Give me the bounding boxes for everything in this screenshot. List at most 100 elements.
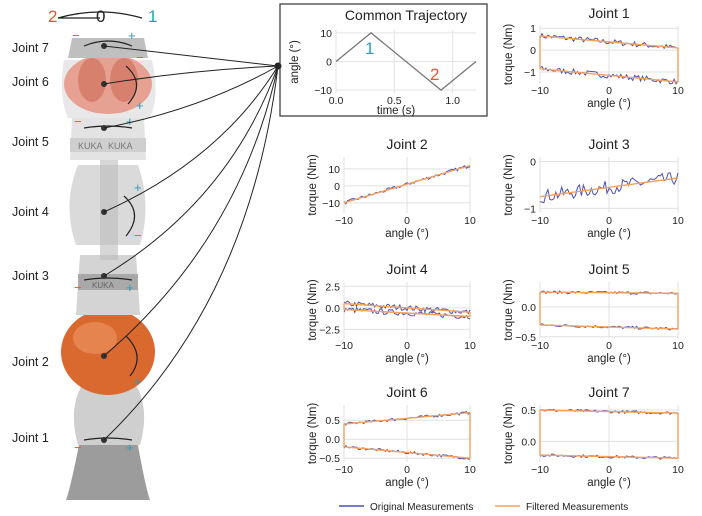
joint-6-filtered-series-1	[343, 446, 471, 459]
joint-4-filtered-series-0	[343, 302, 471, 313]
joint-5-rotation-arrow	[83, 125, 133, 129]
joint-7-ytick-label: 0.5	[521, 405, 536, 417]
joint-6-label: Joint 6	[12, 75, 49, 89]
joint-2-ytick-label: 10	[328, 164, 340, 176]
joint-5-xtick-label: 0	[606, 340, 612, 352]
trajectory-ytick-label: 10	[320, 28, 332, 40]
robot-joint-6-highlight	[78, 58, 106, 102]
joint-5-xtick-label: 10	[672, 340, 684, 352]
trajectory-plot: 0.0 0.5 1.0 10 0 −10	[314, 28, 477, 107]
joint-3-xtick-label: −10	[531, 215, 549, 227]
joint-6-title: Joint 6	[386, 384, 427, 400]
joint-6-ytick-label: 0.5	[325, 415, 340, 427]
joint-1-xtick-label: 0	[606, 85, 612, 97]
joint-4-filtered-series-1	[343, 308, 471, 318]
joint-6-panel: Joint 6 −10 0 10 0.5 0.0 −0.5 angle (°) torque (…	[307, 384, 476, 489]
legend: Original Measurements Filtered Measureme…	[339, 502, 628, 513]
joint-7-ytick-label: 0.0	[521, 436, 536, 448]
trajectory-connectors	[103, 45, 279, 441]
joint-7-panel: Joint 7 −10 0 10 0.5 0.0 angle (°) torque (Nm)	[503, 384, 684, 489]
joint-4-ytick-label: 2.5	[325, 281, 340, 293]
joint-3-xtick-label: 10	[672, 215, 684, 227]
joint-2-filtered-series-0	[343, 164, 471, 204]
trajectory-marker-1: 1	[365, 39, 374, 58]
joint-5-title: Joint 5	[588, 261, 629, 277]
joint-2-xtick-label: −10	[335, 215, 353, 227]
joint-6-xtick-label: 10	[464, 464, 476, 476]
joint-5-minus-sign: −	[74, 114, 82, 129]
connector-joint-1	[103, 65, 279, 441]
robot-brand-text-2: KUKA	[108, 141, 133, 151]
joint-6-xlabel: angle (°)	[385, 477, 429, 489]
joint-5-ylabel: torque (Nm)	[503, 279, 515, 341]
joint-6-xtick-label: 0	[404, 464, 410, 476]
joint-2-xtick-label: 0	[404, 215, 410, 227]
joint-4-xlabel: angle (°)	[385, 353, 429, 365]
joint-5-filtered-series-1	[539, 324, 679, 330]
joint-4-ytick-label: 0.0	[325, 303, 340, 315]
joint-3-label: Joint 3	[12, 269, 49, 283]
joint-4-xtick-label: 0	[404, 340, 410, 352]
trajectory-xtick-label: 0.0	[329, 95, 344, 107]
joint-4-rotation-arrow	[123, 195, 136, 237]
connector-joint-7	[103, 45, 279, 67]
joint-5-plus-sign: +	[126, 114, 134, 129]
joint-3-xlabel: angle (°)	[587, 228, 631, 240]
joint-4-ytick-label: −2.5	[319, 324, 340, 336]
joint-6-rotation-arrow	[125, 65, 138, 105]
joint-1-filtered-series-1	[539, 68, 679, 83]
robot-brand-band	[70, 138, 146, 152]
joint-7-xtick-label: −10	[531, 464, 549, 476]
joint-5-xlabel: angle (°)	[587, 353, 631, 365]
robot-brand-text-1: KUKA	[78, 141, 103, 151]
robot-joint-6-highlight-2	[110, 58, 138, 102]
robot-arm-illustration: KUKA KUKA KUKA − + −	[12, 7, 157, 500]
joint-7-label: Joint 7	[12, 41, 49, 55]
joint-3-panel: Joint 3 −10 0 10 0 −1 angle (°) torque (Nm)	[503, 136, 684, 240]
joint-3-plus-sign: +	[126, 280, 134, 295]
joint-2-panel: Joint 2 −10 0 10 10 0 −10 angle (°) torque (Nm)	[307, 136, 476, 240]
joint-7-ylabel: torque (Nm)	[503, 403, 515, 465]
joint-5-ytick-label: −0.5	[515, 332, 536, 344]
joint-3-filtered-series-0	[539, 177, 679, 198]
robot-brand-text-3: KUKA	[92, 281, 114, 290]
joint-3-rotation-arrow	[83, 277, 133, 281]
joint-1-xtick-label: 10	[672, 85, 684, 97]
trajectory-xtick-label: 0.5	[387, 95, 402, 107]
joint-7-filtered-series-1	[539, 454, 679, 459]
joint-1-rotation-arrow	[83, 437, 133, 441]
joint-4-xtick-label: 10	[464, 340, 476, 352]
trajectory-title: Common Trajectory	[345, 7, 467, 23]
joint-5-ytick-label: 0.0	[521, 302, 536, 314]
connector-joint-4	[103, 65, 279, 213]
joint-7-rotation-arrow	[83, 40, 133, 47]
joint-3-ylabel: torque (Nm)	[503, 154, 515, 216]
joint-4-plus-sign: +	[134, 180, 142, 195]
joint-2-title: Joint 2	[386, 136, 427, 152]
robot-flange	[68, 38, 148, 58]
joint-3-ytick-label: −1	[524, 203, 536, 215]
trajectory-ytick-label: −10	[314, 85, 332, 97]
joint-6-ylabel: torque (Nm)	[307, 403, 319, 465]
joint-1-xlabel: angle (°)	[587, 98, 631, 110]
joint-4-minus-sign: −	[134, 228, 142, 243]
joint-1-label: Joint 1	[12, 431, 49, 445]
joint-3-ytick-label: 0	[530, 157, 536, 169]
top-scale-0: 0	[96, 7, 105, 26]
joint-4-panel: Joint 4 −10 0 10 2.5 0.0 −2.5 angle (°) torque (…	[307, 261, 476, 365]
top-scale-arcs	[57, 11, 143, 19]
joint-5-filtered-series-0	[539, 291, 679, 294]
joint-1-filtered-series-0	[539, 35, 679, 49]
joint-2-ytick-label: 0	[334, 181, 340, 193]
joint-7-xtick-label: 0	[606, 464, 612, 476]
joint-3-minus-sign: −	[74, 280, 82, 295]
joint-1-plus-sign: +	[126, 440, 134, 455]
trajectory-ylabel: angle (°)	[289, 40, 301, 84]
legend-original-label: Original Measurements	[370, 502, 473, 513]
joint-6-filtered-series-0	[343, 411, 471, 425]
joint-6-plus-sign: +	[136, 98, 144, 113]
joint-1-ytick-label: 0	[530, 45, 536, 57]
joint-2-ylabel: torque (Nm)	[307, 154, 319, 216]
joint-1-title: Joint 1	[588, 5, 629, 21]
